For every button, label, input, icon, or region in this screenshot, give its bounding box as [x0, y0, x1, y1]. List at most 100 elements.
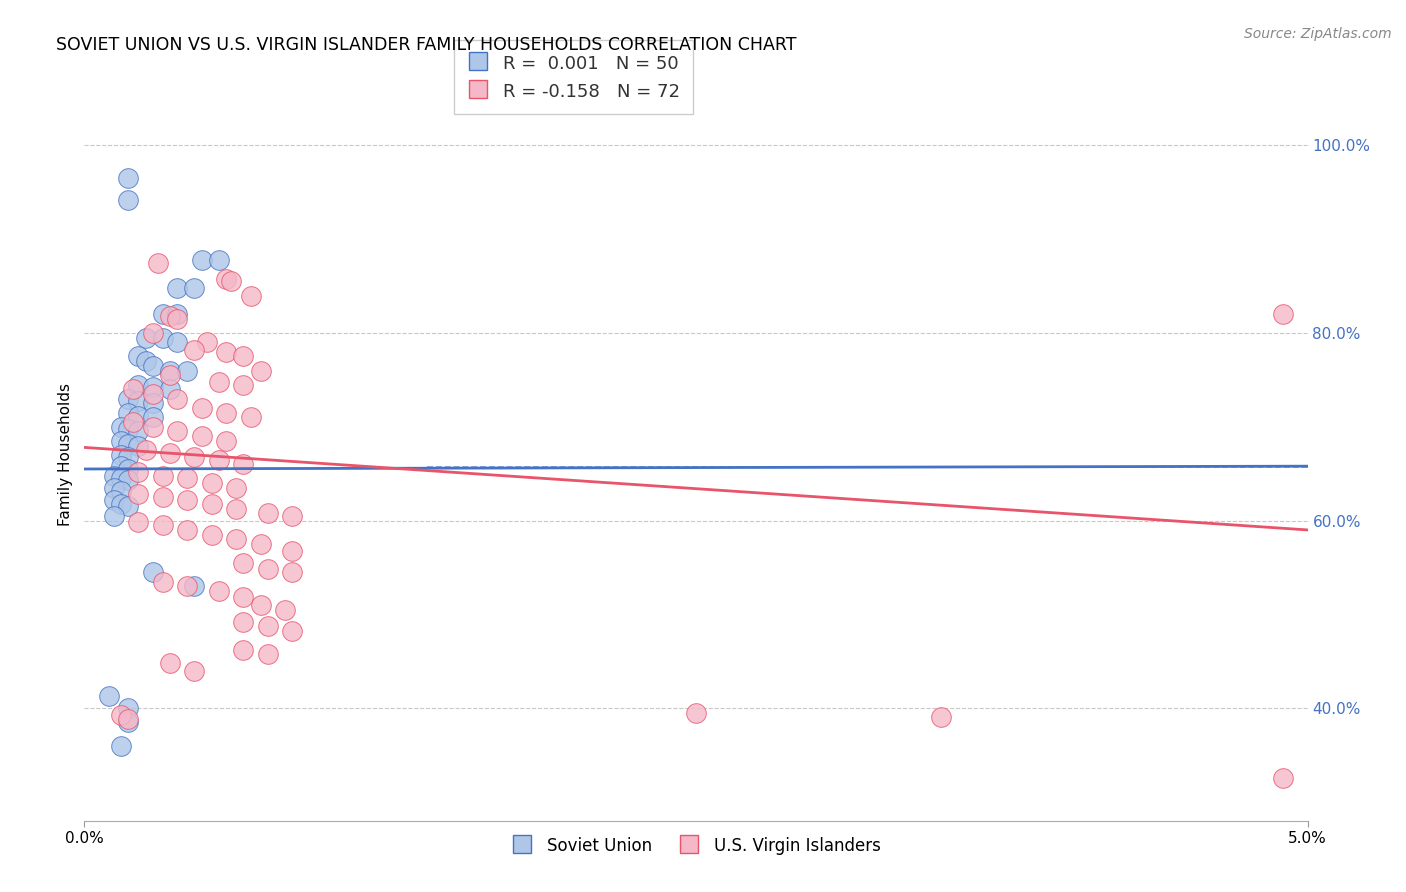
Point [152, 490, 174, 504]
Point [232, 591, 254, 605]
Point [142, 387, 165, 401]
Point [219, 275, 242, 289]
Point [110, 459, 132, 474]
Point [232, 556, 254, 570]
Legend: Soviet Union, U.S. Virgin Islanders: Soviet Union, U.S. Virgin Islanders [502, 828, 890, 863]
Point [117, 392, 139, 406]
Point [176, 523, 198, 537]
Point [200, 527, 222, 541]
Point [159, 656, 181, 670]
Point [232, 377, 254, 392]
Point [122, 415, 145, 429]
Point [135, 354, 157, 368]
Point [225, 481, 247, 495]
Point [135, 331, 157, 345]
Point [232, 643, 254, 657]
Point [215, 271, 238, 285]
Point [232, 458, 254, 472]
Point [117, 701, 139, 715]
Point [166, 392, 188, 406]
Point [117, 436, 139, 450]
Point [208, 252, 231, 267]
Point [176, 363, 198, 377]
Point [166, 307, 188, 321]
Point [142, 410, 165, 425]
Point [127, 425, 149, 439]
Point [183, 343, 205, 357]
Point [117, 171, 139, 186]
Point [685, 706, 707, 720]
Point [159, 446, 181, 460]
Point [249, 363, 271, 377]
Point [103, 508, 125, 523]
Point [110, 483, 132, 498]
Point [117, 462, 139, 476]
Point [929, 710, 952, 724]
Point [117, 712, 139, 726]
Point [103, 468, 125, 483]
Point [110, 497, 132, 511]
Point [97, 689, 120, 703]
Point [225, 502, 247, 516]
Point [122, 382, 145, 396]
Point [127, 465, 149, 479]
Point [110, 419, 132, 434]
Point [257, 618, 280, 632]
Point [117, 715, 139, 730]
Point [281, 543, 304, 558]
Point [142, 565, 165, 579]
Point [239, 410, 262, 425]
Point [1272, 307, 1295, 321]
Point [117, 422, 139, 436]
Point [135, 443, 157, 458]
Point [127, 377, 149, 392]
Point [152, 331, 174, 345]
Point [127, 438, 149, 452]
Point [208, 452, 231, 467]
Point [215, 406, 238, 420]
Point [152, 574, 174, 589]
Point [183, 664, 205, 678]
Point [176, 579, 198, 593]
Point [257, 647, 280, 661]
Y-axis label: Family Households: Family Households [58, 384, 73, 526]
Point [117, 193, 139, 207]
Point [166, 312, 188, 326]
Point [208, 375, 231, 389]
Point [249, 537, 271, 551]
Point [257, 506, 280, 520]
Point [142, 380, 165, 394]
Point [191, 252, 214, 267]
Point [159, 382, 181, 396]
Point [176, 471, 198, 485]
Point [195, 335, 218, 350]
Point [152, 307, 174, 321]
Point [110, 448, 132, 462]
Point [152, 518, 174, 533]
Point [110, 707, 132, 722]
Point [200, 476, 222, 491]
Text: Source: ZipAtlas.com: Source: ZipAtlas.com [1244, 27, 1392, 41]
Point [117, 450, 139, 464]
Point [274, 602, 297, 616]
Point [183, 281, 205, 295]
Point [159, 309, 181, 323]
Point [281, 508, 304, 523]
Point [191, 401, 214, 415]
Point [1272, 772, 1295, 786]
Point [191, 429, 214, 443]
Point [142, 326, 165, 340]
Point [110, 471, 132, 485]
Point [127, 487, 149, 501]
Point [166, 281, 188, 295]
Point [117, 406, 139, 420]
Point [281, 565, 304, 579]
Point [249, 598, 271, 612]
Point [166, 335, 188, 350]
Point [117, 473, 139, 487]
Point [257, 562, 280, 576]
Point [127, 393, 149, 408]
Point [127, 350, 149, 364]
Point [232, 615, 254, 629]
Point [127, 516, 149, 530]
